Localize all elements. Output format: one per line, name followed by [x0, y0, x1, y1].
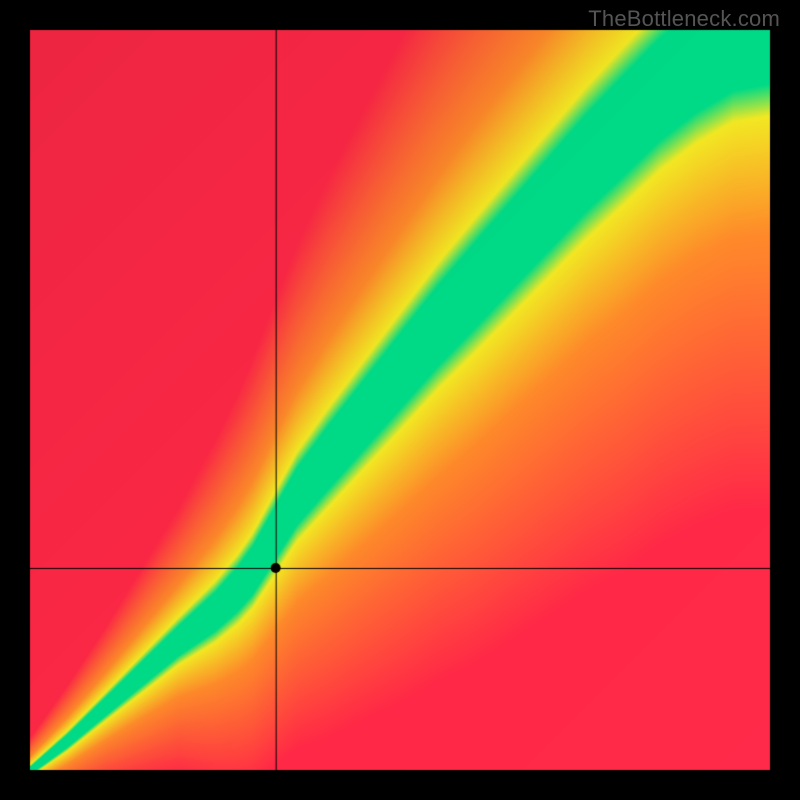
watermark-label: TheBottleneck.com — [588, 6, 780, 32]
bottleneck-heatmap — [0, 0, 800, 800]
chart-container: TheBottleneck.com — [0, 0, 800, 800]
